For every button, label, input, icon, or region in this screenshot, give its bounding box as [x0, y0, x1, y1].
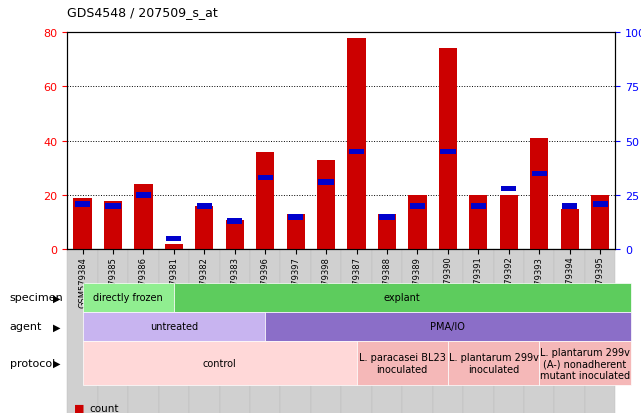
Bar — [531, 171, 547, 177]
Bar — [408, 196, 427, 250]
Bar — [104, 201, 122, 250]
Bar — [433, 250, 463, 413]
Bar — [501, 186, 517, 192]
Bar — [530, 139, 549, 250]
Text: L. plantarum 299v
(A-) nonadherent
mutant inoculated: L. plantarum 299v (A-) nonadherent mutan… — [540, 347, 630, 380]
Bar — [500, 196, 518, 250]
Bar — [347, 38, 365, 250]
Bar — [403, 250, 433, 413]
Bar — [75, 202, 90, 207]
Text: untreated: untreated — [150, 322, 198, 332]
Bar — [438, 49, 457, 250]
Bar — [258, 176, 273, 181]
Bar — [560, 209, 579, 250]
Bar — [410, 204, 425, 209]
Text: protocol: protocol — [10, 358, 55, 368]
Bar — [342, 250, 372, 413]
Bar — [219, 250, 250, 413]
Text: ▶: ▶ — [53, 293, 61, 303]
Bar — [592, 202, 608, 207]
Bar — [226, 220, 244, 250]
Bar — [134, 185, 153, 250]
Text: L. paracasei BL23
inoculated: L. paracasei BL23 inoculated — [359, 352, 445, 374]
Bar — [287, 215, 304, 250]
Text: specimen: specimen — [10, 293, 63, 303]
Bar — [311, 250, 341, 413]
Bar — [494, 250, 524, 413]
Text: ▶: ▶ — [53, 358, 61, 368]
Text: GDS4548 / 207509_s_at: GDS4548 / 207509_s_at — [67, 6, 218, 19]
Bar — [256, 152, 274, 250]
Bar — [165, 244, 183, 250]
Text: control: control — [203, 358, 237, 368]
Text: explant: explant — [384, 293, 420, 303]
Bar — [281, 250, 311, 413]
Bar — [378, 215, 396, 250]
Text: ■: ■ — [74, 403, 84, 413]
Bar — [554, 250, 585, 413]
Bar — [349, 150, 364, 155]
Bar — [469, 196, 488, 250]
Text: directly frozen: directly frozen — [94, 293, 163, 303]
Bar — [585, 250, 615, 413]
Bar — [227, 219, 242, 224]
Text: PMA/IO: PMA/IO — [431, 322, 465, 332]
Bar — [166, 236, 181, 242]
Bar — [463, 250, 494, 413]
Bar — [317, 160, 335, 250]
Bar — [105, 204, 121, 209]
Bar — [440, 150, 456, 155]
Bar — [591, 196, 609, 250]
Bar — [319, 180, 334, 185]
Bar — [97, 250, 128, 413]
Bar — [158, 250, 189, 413]
Bar — [197, 204, 212, 209]
Bar — [524, 250, 554, 413]
Text: agent: agent — [10, 322, 42, 332]
Bar — [67, 250, 97, 413]
Bar — [288, 215, 303, 220]
Bar — [128, 250, 158, 413]
Text: count: count — [90, 403, 119, 413]
Bar — [562, 204, 578, 209]
Bar — [189, 250, 219, 413]
Text: ▶: ▶ — [53, 322, 61, 332]
Bar — [250, 250, 281, 413]
Bar — [379, 215, 395, 220]
Bar — [136, 193, 151, 198]
Bar — [196, 206, 213, 250]
Bar — [372, 250, 403, 413]
Bar — [470, 204, 486, 209]
Bar — [73, 198, 92, 250]
Text: L. plantarum 299v
inoculated: L. plantarum 299v inoculated — [449, 352, 538, 374]
